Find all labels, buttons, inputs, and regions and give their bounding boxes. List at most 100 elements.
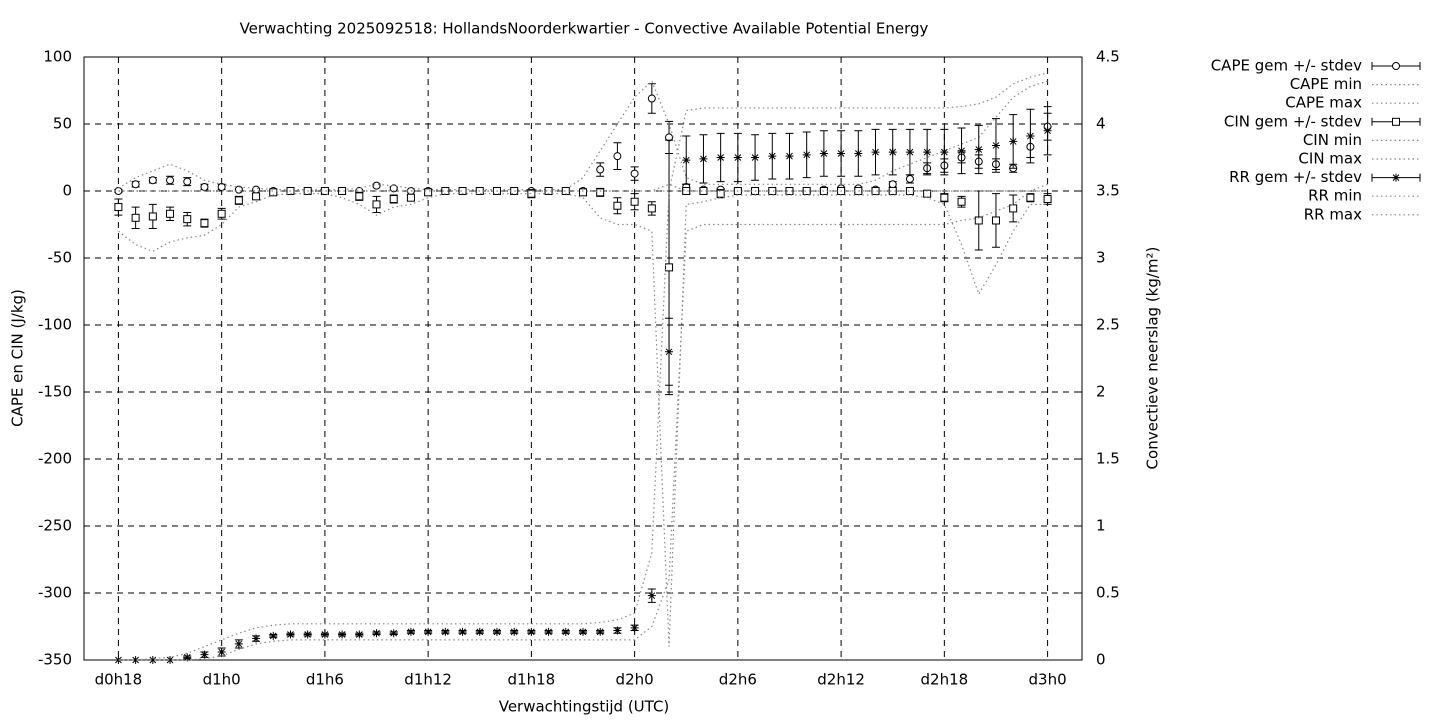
data-point [200, 182, 209, 191]
data-point [905, 187, 914, 195]
x-tick-label: d1h12 [404, 671, 452, 689]
range-line [118, 183, 1048, 192]
data-point [699, 187, 708, 195]
legend-label: RR gem +/- stdev [1229, 168, 1362, 186]
data-point [372, 200, 381, 209]
data-point [166, 176, 175, 185]
data-point [424, 627, 433, 636]
y-tick-label: 50 [53, 115, 72, 133]
data-point [888, 187, 897, 195]
data-point [871, 148, 880, 157]
data-point [269, 631, 278, 640]
data-point [785, 152, 794, 161]
data-point [166, 656, 175, 664]
data-point [372, 181, 381, 190]
data-point [665, 347, 674, 356]
x-axis-label: Verwachtingstijd (UTC) [499, 698, 670, 716]
data-point [492, 627, 501, 636]
x-tick-label: d2h18 [921, 671, 969, 689]
data-point [647, 591, 656, 600]
x-tick-label: d3h0 [1029, 671, 1067, 689]
y-tick-label: 100 [43, 48, 72, 66]
y-tick-label: 0 [62, 182, 72, 200]
data-point [458, 627, 467, 636]
y-tick-label: -300 [38, 584, 72, 602]
legend-label: CAPE max [1285, 94, 1362, 112]
x-tick-label: d0h18 [95, 671, 143, 689]
legend-label: CIN min [1303, 131, 1362, 149]
data-point [665, 263, 674, 272]
data-point [338, 187, 347, 195]
data-point [630, 623, 639, 632]
data-point [733, 153, 742, 162]
data-point [148, 656, 157, 664]
data-point [200, 650, 209, 659]
data-point [647, 204, 656, 213]
data-point [785, 187, 794, 195]
data-point [923, 189, 932, 198]
data-point [837, 149, 846, 158]
data-point [957, 197, 966, 206]
data-point [940, 193, 949, 202]
data-point [699, 154, 708, 163]
data-point [183, 215, 192, 224]
y2-tick-label: 3.5 [1096, 182, 1120, 200]
data-point [424, 188, 433, 197]
y-tick-label: -200 [38, 450, 72, 468]
data-point [854, 187, 863, 195]
y2-tick-label: 4.5 [1096, 48, 1120, 66]
data-point [682, 156, 691, 165]
legend-label: CAPE min [1290, 75, 1362, 93]
data-point [234, 639, 243, 648]
range-line [118, 193, 1048, 647]
y2-tick-label: 2 [1096, 383, 1106, 401]
data-point [389, 184, 398, 193]
legend-label: CIN gem +/- stdev [1224, 112, 1362, 130]
y2-tick-label: 0.5 [1096, 584, 1120, 602]
data-point [148, 212, 157, 221]
y2-axis-label: Convectieve neerslag (kg/m²) [1144, 247, 1162, 470]
data-point [441, 187, 450, 195]
data-point [406, 627, 415, 636]
legend-label: CAPE gem +/- stdev [1211, 57, 1362, 75]
data-point [131, 180, 140, 189]
chart-title: Verwachting 2025092518: HollandsNoorderk… [240, 20, 929, 38]
data-point [200, 219, 209, 228]
data-point [819, 149, 828, 158]
data-point [974, 216, 983, 225]
x-tick-label: d1h0 [203, 671, 241, 689]
data-point [183, 653, 192, 662]
data-point [131, 656, 140, 664]
legend-marker [1392, 173, 1400, 182]
data-point [854, 149, 863, 158]
data-point [596, 627, 605, 636]
y2-tick-label: 0 [1096, 651, 1106, 669]
data-point [475, 627, 484, 636]
data-point [579, 627, 587, 636]
data-point [217, 209, 226, 218]
data-point [1043, 195, 1052, 204]
data-point [596, 188, 605, 197]
data-point [217, 182, 226, 191]
data-point [217, 647, 226, 656]
data-point [406, 193, 415, 202]
data-point [923, 148, 932, 157]
data-point [355, 630, 364, 639]
x-tick-label: d1h6 [306, 671, 344, 689]
data-point [544, 187, 553, 195]
y-tick-label: -350 [38, 651, 72, 669]
data-point [527, 627, 536, 636]
data-point [630, 169, 639, 178]
data-point [579, 188, 587, 197]
legend-marker [1392, 117, 1400, 126]
legend-label: CIN max [1298, 150, 1362, 168]
data-point [338, 630, 347, 639]
y-axis-label: CAPE en CIN (J/kg) [9, 289, 27, 427]
x-tick-label: d2h0 [616, 671, 654, 689]
data-point [1043, 126, 1052, 135]
data-point [768, 152, 777, 161]
data-point [991, 216, 1000, 225]
data-point [613, 152, 622, 161]
